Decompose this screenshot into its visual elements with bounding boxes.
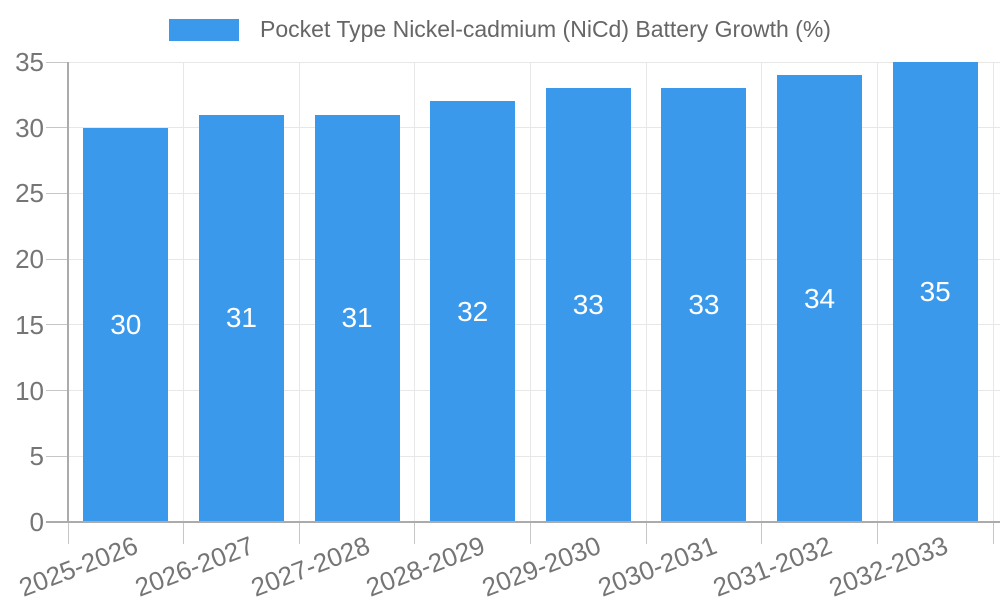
y-axis-tick-label: 5: [29, 441, 44, 472]
bar-2027-2028[interactable]: 31: [314, 114, 400, 522]
bar-2029-2030[interactable]: 33: [545, 88, 631, 522]
x-gridline: [645, 62, 647, 522]
x-axis-tick: [414, 522, 416, 544]
y-gridline: [68, 127, 1000, 129]
x-axis-tick-label: 2029-2030: [477, 530, 605, 600]
x-axis-tick-label: 2031-2032: [709, 530, 836, 600]
x-axis-tick-label: 2032-2033: [824, 530, 952, 600]
x-axis-tick: [67, 522, 69, 544]
x-gridline: [992, 62, 994, 522]
y-axis-tick: [46, 192, 68, 194]
bar-2026-2027[interactable]: 31: [198, 114, 284, 522]
y-gridline: [68, 192, 1000, 194]
bar-2032-2033[interactable]: 35: [892, 62, 978, 522]
x-axis-tick-label: 2030-2031: [593, 530, 721, 600]
chart-title: Pocket Type Nickel-cadmium (NiCd) Batter…: [260, 16, 831, 42]
x-gridline: [761, 62, 763, 522]
bar-2028-2029[interactable]: 32: [430, 101, 516, 522]
x-axis-line: [46, 521, 1000, 523]
y-gridline: [68, 390, 1000, 392]
bar-2031-2032[interactable]: 34: [777, 75, 863, 522]
bar-2025-2026[interactable]: 30: [83, 127, 169, 522]
x-axis-tick: [298, 522, 300, 544]
bar-value-label: 33: [572, 289, 604, 321]
bar-value-label: 30: [110, 308, 142, 340]
x-axis-tick: [761, 522, 763, 544]
bar-value-label: 34: [803, 282, 836, 314]
x-axis-tick-label: 2027-2028: [246, 530, 374, 600]
x-axis-tick: [876, 522, 878, 544]
bar-value-label: 31: [341, 302, 373, 334]
y-gridline: [68, 324, 1000, 326]
chart-legend[interactable]: Pocket Type Nickel-cadmium (NiCd) Batter…: [0, 16, 1000, 43]
y-axis-tick: [46, 455, 68, 457]
y-axis-tick: [46, 390, 68, 392]
bar-value-label: 32: [457, 295, 489, 327]
legend-swatch-icon: [169, 18, 240, 41]
x-axis-tick-label: 2025-2026: [15, 530, 143, 600]
y-axis-tick-label: 25: [15, 178, 44, 209]
x-axis-tick: [530, 522, 531, 544]
y-axis-line: [67, 62, 69, 522]
y-axis-tick-label: 0: [29, 507, 44, 537]
bar-value-label: 35: [919, 276, 951, 307]
y-axis-tick: [46, 258, 68, 260]
x-gridline: [876, 62, 878, 522]
x-gridline: [183, 62, 185, 522]
x-gridline: [414, 62, 416, 522]
y-gridline: [68, 61, 1000, 63]
bar-2030-2031[interactable]: 33: [661, 88, 747, 522]
x-axis-tick: [992, 522, 994, 544]
bar-value-label: 31: [225, 302, 258, 334]
y-axis-tick: [46, 127, 68, 129]
x-axis-tick-label: 2026-2027: [130, 530, 258, 600]
x-axis-tick-label: 2028-2029: [362, 530, 490, 600]
y-axis-tick: [46, 61, 68, 63]
y-axis-tick-label: 35: [15, 47, 44, 77]
y-axis-tick-label: 10: [15, 375, 44, 406]
bar-value-label: 33: [688, 289, 720, 321]
x-axis-tick: [645, 522, 647, 544]
y-axis-tick-label: 15: [15, 309, 44, 340]
y-gridline: [68, 455, 1000, 457]
x-axis-tick: [183, 522, 185, 544]
y-gridline: [68, 258, 1000, 260]
x-gridline: [530, 62, 531, 522]
y-axis-tick-label: 20: [15, 244, 44, 275]
y-axis-tick: [46, 324, 68, 326]
y-axis-tick-label: 30: [15, 112, 44, 143]
x-gridline: [298, 62, 300, 522]
